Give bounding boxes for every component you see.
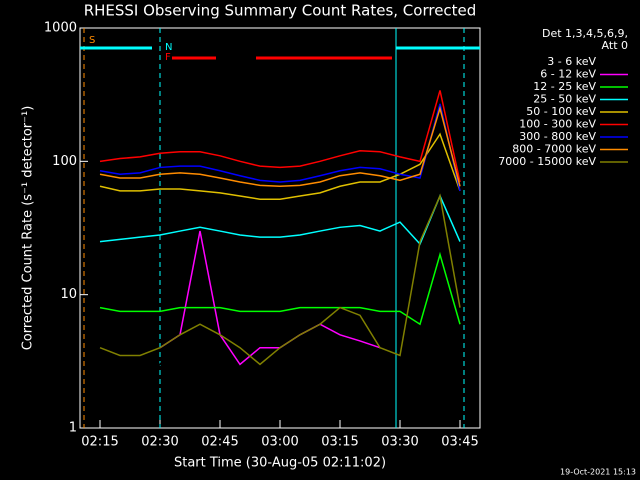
series-line — [99, 103, 461, 192]
x-tick-label: 03:30 — [381, 435, 418, 450]
y-tick-label: 1 — [69, 421, 77, 436]
y-tick-label: 100 — [52, 154, 77, 169]
x-axis-label: Start Time (30-Aug-05 02:11:02) — [174, 456, 386, 471]
legend-title: Att 0 — [602, 39, 628, 52]
x-tick-label: 02:45 — [201, 435, 238, 450]
legend-label: 12 - 25 keV — [533, 80, 596, 93]
series-line — [99, 194, 461, 246]
x-tick-label: 02:30 — [141, 435, 178, 450]
flag-label: S — [89, 35, 95, 46]
series-line — [99, 90, 461, 183]
legend-label: 50 - 100 keV — [526, 105, 596, 118]
y-tick-label: 10 — [60, 287, 77, 302]
legend-label: 800 - 7000 keV — [512, 143, 596, 156]
x-tick-label: 03:45 — [441, 435, 478, 450]
legend-label: 100 - 300 keV — [519, 118, 596, 131]
series-line — [99, 105, 461, 188]
chart-title: RHESSI Observing Summary Count Rates, Co… — [84, 2, 477, 20]
legend-label: 3 - 6 keV — [547, 55, 596, 68]
legend-label: 6 - 12 keV — [540, 68, 596, 81]
legend-label: 25 - 50 keV — [533, 93, 596, 106]
flag-label: F — [165, 52, 171, 63]
x-tick-label: 03:00 — [261, 435, 298, 450]
legend-label: 7000 - 15000 keV — [498, 155, 596, 168]
footer: 19-Oct-2021 15:13 — [560, 468, 636, 477]
y-axis-label: Corrected Count Rate (s⁻¹ detector⁻¹) — [21, 106, 36, 351]
x-tick-label: 02:15 — [81, 435, 118, 450]
series-line — [99, 251, 461, 326]
y-tick-label: 1000 — [44, 21, 77, 36]
x-tick-label: 03:15 — [321, 435, 358, 450]
legend-title: Det 1,3,4,5,6,9, — [542, 27, 628, 40]
series-line — [99, 193, 461, 366]
legend-label: 300 - 800 keV — [519, 130, 596, 143]
flag-label: N — [165, 42, 172, 53]
